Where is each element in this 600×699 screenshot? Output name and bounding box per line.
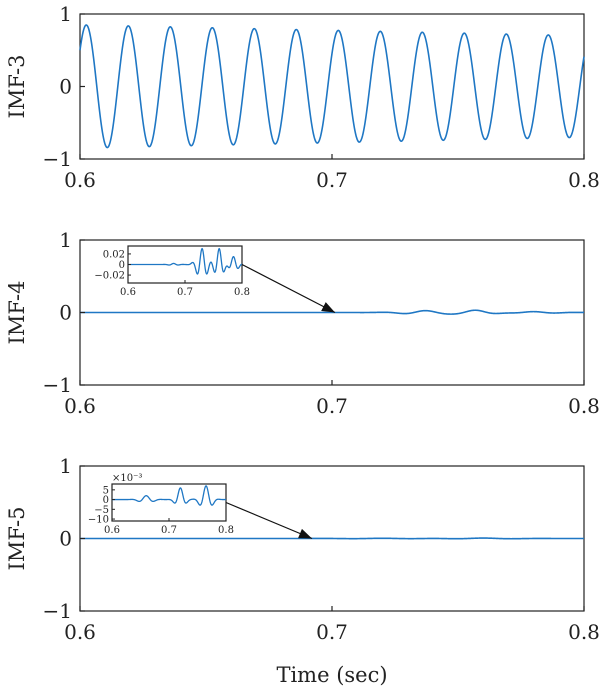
inset-x-tick-label: 0.6 <box>120 287 136 298</box>
inset-y-tick-label: −0.02 <box>94 271 125 282</box>
x-tick-label: 0.7 <box>316 620 348 644</box>
series-line <box>80 537 584 540</box>
pointer-arrow-head <box>298 528 312 539</box>
y-tick-label: 1 <box>59 228 72 252</box>
inset-frame <box>111 483 227 522</box>
x-tick-label: 0.6 <box>64 620 96 644</box>
inset-x-tick-label: 0.7 <box>177 287 193 298</box>
x-tick-label: 0.7 <box>316 168 348 192</box>
inset-exponent-label: ×10⁻³ <box>112 473 142 484</box>
pointer-arrow <box>225 501 313 540</box>
inset-y-tick-label: 0 <box>119 260 125 271</box>
inset-series-line <box>112 485 226 506</box>
panel-imf-3: −1 0 1 0.6 0.7 0.8 IMF-3 <box>5 2 600 192</box>
inset-plot: 50−5−100.6 0.7 0.8 ×10⁻³ <box>88 473 313 540</box>
x-axis-label: Time (sec) <box>276 663 387 687</box>
inset-x-tick-label: 0.8 <box>218 525 234 536</box>
inset-y-tick-label: 0.02 <box>103 249 125 260</box>
x-tick-label: 0.7 <box>316 394 348 418</box>
x-tick-label: 0.6 <box>64 168 96 192</box>
y-tick-label: −1 <box>43 147 72 171</box>
inset-x-tick-label: 0.6 <box>104 525 120 536</box>
y-axis-label: IMF-4 <box>5 281 29 345</box>
y-tick-label: 1 <box>59 454 72 478</box>
x-tick-label: 0.8 <box>568 620 600 644</box>
inset-series-line <box>128 247 243 275</box>
y-axis-label: IMF-3 <box>5 55 29 119</box>
inset-y-tick-label: 0 <box>103 495 109 506</box>
pointer-arrow-head <box>321 302 335 313</box>
inset-x-tick-label: 0.8 <box>234 287 250 298</box>
x-tick-label: 0.6 <box>64 394 96 418</box>
y-tick-label: 1 <box>59 2 72 26</box>
y-tick-label: 0 <box>59 527 72 551</box>
inset-x-tick-label: 0.7 <box>161 525 177 536</box>
x-tick-label: 0.8 <box>568 168 600 192</box>
series-line <box>80 309 585 315</box>
y-tick-label: 0 <box>59 301 72 325</box>
pointer-arrow <box>241 263 336 314</box>
inset-y-tick-label: 5 <box>103 485 109 496</box>
inset-y-tick-label: −10 <box>88 515 109 526</box>
y-tick-label: 0 <box>59 75 72 99</box>
x-tick-label: 0.8 <box>568 394 600 418</box>
y-tick-label: −1 <box>43 373 72 397</box>
y-axis-label: IMF-5 <box>5 507 29 571</box>
series-line <box>79 24 585 149</box>
inset-y-tick-label: −5 <box>94 505 109 516</box>
y-tick-label: −1 <box>43 599 72 623</box>
inset-plot: 0.020−0.02 0.6 0.7 0.8 <box>94 245 336 314</box>
